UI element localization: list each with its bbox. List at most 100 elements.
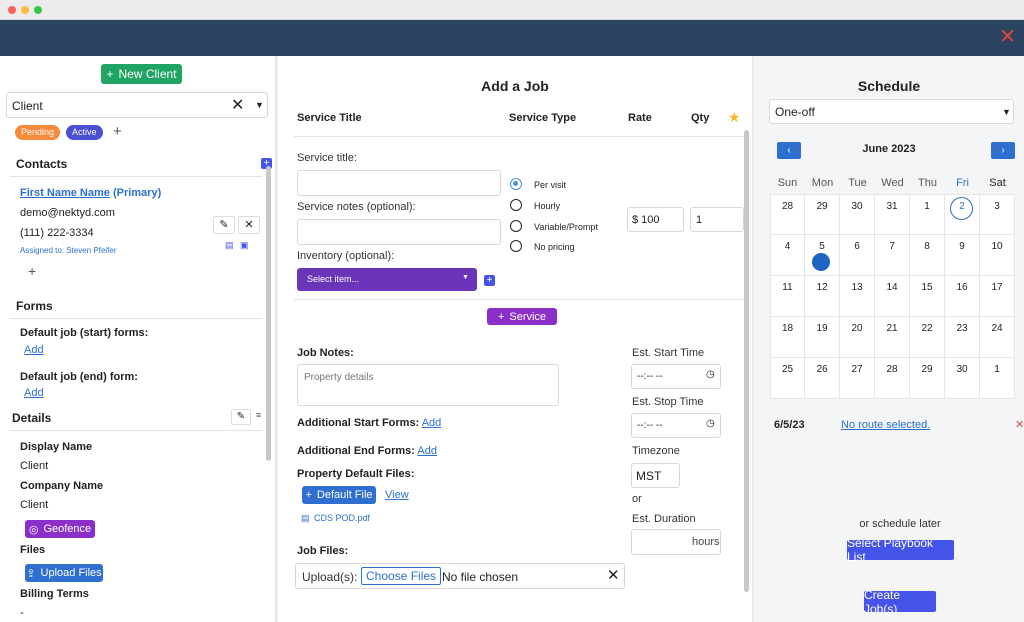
- next-month-button[interactable]: ›: [991, 142, 1015, 159]
- weekday-header: Tue: [840, 174, 875, 192]
- view-file-link[interactable]: View: [385, 489, 409, 501]
- route-link[interactable]: No route selected.: [841, 419, 931, 431]
- variable-prompt-radio[interactable]: [510, 220, 522, 232]
- calendar-day[interactable]: 8: [910, 235, 945, 276]
- add-start-form-link[interactable]: Add: [24, 344, 44, 356]
- service-notes-input[interactable]: [297, 219, 501, 245]
- calendar-day[interactable]: 28: [770, 194, 805, 235]
- calendar-day[interactable]: 29: [910, 358, 945, 399]
- est-stop-input[interactable]: --:-- -- ◷: [631, 413, 721, 438]
- client-select[interactable]: Client ✕ ▼: [6, 92, 268, 118]
- forms-heading: Forms: [16, 299, 53, 313]
- calendar-day[interactable]: 13: [840, 276, 875, 317]
- calendar-day[interactable]: 17: [980, 276, 1015, 317]
- calendar-day[interactable]: 15: [910, 276, 945, 317]
- no-pricing-radio[interactable]: [510, 240, 522, 252]
- prev-month-button[interactable]: ‹: [777, 142, 801, 159]
- calendar-day[interactable]: 24: [980, 317, 1015, 358]
- calendar-day[interactable]: 7: [875, 235, 910, 276]
- chevron-down-icon[interactable]: ▼: [255, 100, 264, 110]
- calendar-day[interactable]: 30: [840, 194, 875, 235]
- calendar-day[interactable]: 14: [875, 276, 910, 317]
- calendar-day[interactable]: 26: [805, 358, 840, 399]
- calendar-day[interactable]: 4: [770, 235, 805, 276]
- choose-files-button[interactable]: Choose Files: [361, 567, 442, 585]
- calendar-day[interactable]: 12: [805, 276, 840, 317]
- frequency-select[interactable]: One-off ▼: [769, 99, 1014, 124]
- calendar-day[interactable]: 18: [770, 317, 805, 358]
- hourly-radio[interactable]: [510, 199, 522, 211]
- add-start-form-link[interactable]: Add: [421, 417, 442, 429]
- add-inventory-icon[interactable]: +: [484, 275, 495, 286]
- calendar-day[interactable]: 31: [875, 194, 910, 235]
- clock-icon[interactable]: ◷: [706, 418, 715, 429]
- calendar-day[interactable]: 10: [980, 235, 1015, 276]
- edit-details-icon[interactable]: ✎: [231, 409, 251, 425]
- calendar-day[interactable]: 11: [770, 276, 805, 317]
- plus-icon: +: [106, 67, 114, 81]
- add-end-form-link[interactable]: Add: [417, 445, 437, 457]
- close-icon[interactable]: ✕: [999, 26, 1016, 48]
- calendar-day[interactable]: 9: [945, 235, 980, 276]
- rate-input[interactable]: $ 100: [627, 207, 684, 232]
- maximize-window-dot[interactable]: [34, 6, 42, 14]
- calendar-day[interactable]: 2: [945, 194, 980, 235]
- default-file-button[interactable]: + Default File: [302, 486, 376, 504]
- select-playbook-button[interactable]: Select Playbook List: [847, 536, 954, 564]
- middle-scrollbar[interactable]: [744, 130, 749, 592]
- add-tag-icon[interactable]: +: [113, 123, 122, 140]
- contact-name-link[interactable]: First Name Name: [20, 187, 110, 199]
- clear-icon[interactable]: ✕: [607, 567, 620, 584]
- add-contact-icon[interactable]: +: [261, 158, 272, 169]
- target-icon: ◎: [28, 523, 39, 536]
- calendar-day[interactable]: 29: [805, 194, 840, 235]
- calendar-day[interactable]: 19: [805, 317, 840, 358]
- left-scrollbar[interactable]: [266, 166, 271, 461]
- calendar-day[interactable]: 28: [875, 358, 910, 399]
- calendar-day[interactable]: 1: [910, 194, 945, 235]
- calendar-day[interactable]: 21: [875, 317, 910, 358]
- calendar-day[interactable]: 5: [805, 235, 840, 276]
- add-service-button[interactable]: + Service: [487, 308, 557, 325]
- calendar-day[interactable]: 27: [840, 358, 875, 399]
- edit-contact-icon[interactable]: ✎: [213, 216, 235, 234]
- minimize-window-dot[interactable]: [21, 6, 29, 14]
- document-icon[interactable]: ▤: [225, 240, 234, 250]
- calendar-day[interactable]: 22: [910, 317, 945, 358]
- per-visit-radio[interactable]: [510, 178, 522, 190]
- delete-contact-icon[interactable]: ✕: [238, 216, 260, 234]
- message-icon[interactable]: ▣: [240, 240, 249, 250]
- est-duration-input[interactable]: hours: [631, 529, 721, 555]
- no-file-text: No file chosen: [442, 570, 519, 584]
- calendar-day[interactable]: 25: [770, 358, 805, 399]
- service-title-input[interactable]: [297, 170, 501, 196]
- add-end-form-link[interactable]: Add: [24, 387, 44, 399]
- close-window-dot[interactable]: [8, 6, 16, 14]
- remove-date-icon[interactable]: ✕: [1015, 419, 1024, 431]
- new-client-button[interactable]: + New Client: [101, 64, 182, 84]
- geofence-button[interactable]: ◎ Geofence: [25, 520, 95, 538]
- job-notes-input[interactable]: Property details: [297, 364, 559, 406]
- timezone-input[interactable]: MST: [631, 463, 680, 488]
- list-icon[interactable]: ≡: [256, 410, 262, 420]
- clear-icon[interactable]: ✕: [231, 97, 245, 114]
- pending-tag[interactable]: Pending: [15, 125, 61, 140]
- calendar-day[interactable]: 23: [945, 317, 980, 358]
- clock-icon[interactable]: ◷: [706, 369, 715, 380]
- qty-input[interactable]: 1: [690, 207, 744, 232]
- calendar-day[interactable]: 16: [945, 276, 980, 317]
- calendar-day[interactable]: 3: [980, 194, 1015, 235]
- upload-files-button[interactable]: ⇪ Upload Files: [25, 564, 103, 582]
- active-tag[interactable]: Active: [66, 125, 103, 140]
- add-contact-plus-icon[interactable]: +: [28, 263, 37, 279]
- create-jobs-button[interactable]: Create Job(s): [864, 588, 936, 616]
- est-start-input[interactable]: --:-- -- ◷: [631, 364, 721, 389]
- inventory-select[interactable]: Select item... ▼: [297, 268, 477, 291]
- company-name-value: Client: [20, 499, 49, 511]
- calendar-day[interactable]: 30: [945, 358, 980, 399]
- calendar-day[interactable]: 20: [840, 317, 875, 358]
- file-name-link[interactable]: CDS POD.pdf: [314, 513, 371, 523]
- calendar-day[interactable]: 1: [980, 358, 1015, 399]
- calendar-day[interactable]: 6: [840, 235, 875, 276]
- star-icon[interactable]: ★: [728, 109, 741, 125]
